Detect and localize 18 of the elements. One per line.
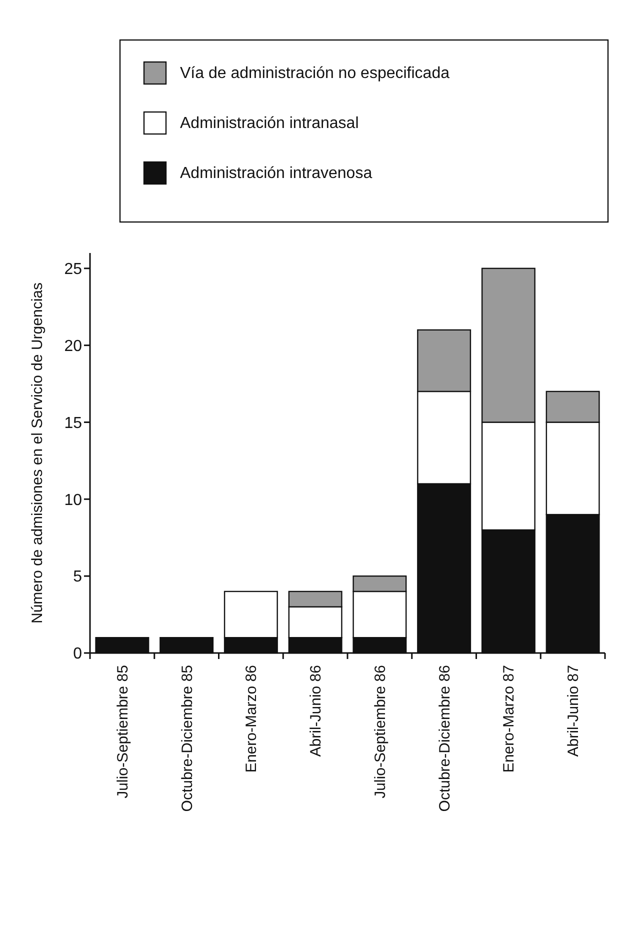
x-tick-label: Julio-Septiembre 85 xyxy=(114,665,132,798)
legend-label: Administración intranasal xyxy=(180,115,359,132)
x-tick-label: Julio-Septiembre 86 xyxy=(372,665,389,798)
y-tick-label: 15 xyxy=(64,414,82,432)
y-tick-label: 10 xyxy=(64,492,82,509)
y-tick-label: 5 xyxy=(73,568,82,586)
x-tick-label: Octubre-Diciembre 85 xyxy=(178,665,196,812)
y-tick-label: 25 xyxy=(64,260,82,278)
x-tick-label: Octubre-Diciembre 86 xyxy=(436,665,454,812)
y-tick-label: 0 xyxy=(73,646,82,663)
x-tick-label: Abril-Junio 87 xyxy=(565,665,582,757)
y-tick-label: 20 xyxy=(64,338,82,355)
legend-label: Vía de administración no especificada xyxy=(180,65,450,82)
x-tick-label: Enero-Marzo 87 xyxy=(500,665,518,773)
legend-label: Administración intravenosa xyxy=(180,165,372,182)
x-tick-label: Enero-Marzo 86 xyxy=(243,665,260,773)
y-axis-title: Número de admisiones en el Servicio de Urgencias xyxy=(29,282,46,624)
x-tick-label: Abril-Junio 86 xyxy=(308,665,325,757)
